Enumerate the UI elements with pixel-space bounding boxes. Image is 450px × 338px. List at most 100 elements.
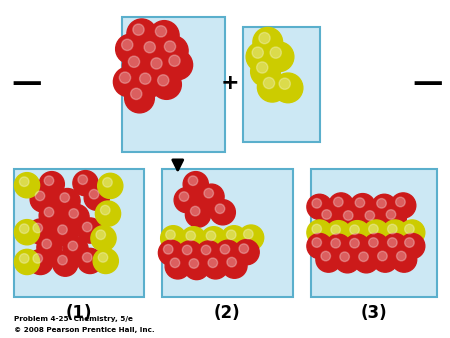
Ellipse shape (382, 220, 408, 245)
Ellipse shape (144, 42, 155, 53)
Ellipse shape (392, 247, 417, 272)
Text: (1): (1) (66, 304, 92, 322)
Ellipse shape (182, 245, 192, 255)
Ellipse shape (69, 209, 78, 218)
Ellipse shape (53, 221, 78, 246)
Ellipse shape (28, 219, 53, 244)
Ellipse shape (185, 202, 211, 227)
Ellipse shape (158, 240, 184, 265)
Ellipse shape (158, 36, 188, 66)
Ellipse shape (312, 198, 321, 208)
Ellipse shape (316, 247, 341, 272)
Ellipse shape (338, 207, 364, 232)
Ellipse shape (326, 234, 351, 259)
Ellipse shape (134, 68, 163, 98)
Ellipse shape (270, 47, 281, 58)
Ellipse shape (238, 225, 264, 250)
Ellipse shape (405, 238, 414, 247)
Ellipse shape (93, 248, 118, 273)
Ellipse shape (273, 73, 303, 103)
Ellipse shape (33, 223, 42, 233)
Ellipse shape (60, 193, 69, 202)
Ellipse shape (210, 200, 235, 225)
Ellipse shape (64, 204, 89, 230)
Ellipse shape (335, 248, 360, 273)
Ellipse shape (196, 241, 221, 266)
Ellipse shape (177, 241, 202, 266)
Bar (14, 169, 144, 297)
Ellipse shape (33, 254, 42, 263)
Ellipse shape (203, 254, 228, 279)
Ellipse shape (161, 226, 186, 251)
Ellipse shape (312, 238, 321, 247)
Ellipse shape (243, 229, 253, 239)
Ellipse shape (14, 173, 40, 198)
Ellipse shape (128, 56, 140, 67)
Ellipse shape (333, 197, 343, 207)
Ellipse shape (53, 251, 78, 276)
Ellipse shape (215, 240, 240, 265)
Ellipse shape (251, 57, 280, 87)
Ellipse shape (30, 187, 55, 212)
Ellipse shape (103, 177, 112, 187)
Ellipse shape (98, 173, 123, 198)
Ellipse shape (165, 254, 190, 279)
Ellipse shape (257, 72, 287, 102)
Ellipse shape (226, 230, 236, 240)
Ellipse shape (84, 185, 109, 210)
Ellipse shape (201, 227, 226, 252)
Ellipse shape (44, 207, 54, 217)
Ellipse shape (381, 206, 406, 231)
Ellipse shape (355, 198, 364, 208)
Ellipse shape (307, 220, 332, 245)
Ellipse shape (364, 234, 389, 259)
Ellipse shape (350, 238, 359, 248)
Ellipse shape (215, 204, 225, 214)
Ellipse shape (378, 251, 387, 261)
Text: —: — (412, 68, 443, 97)
Ellipse shape (19, 254, 29, 263)
Ellipse shape (122, 51, 152, 81)
Ellipse shape (155, 26, 166, 37)
Ellipse shape (166, 230, 175, 240)
Ellipse shape (321, 251, 330, 261)
Ellipse shape (256, 62, 268, 73)
Ellipse shape (317, 206, 342, 231)
Ellipse shape (130, 88, 142, 99)
Ellipse shape (386, 210, 396, 219)
Text: (3): (3) (360, 304, 387, 322)
Ellipse shape (326, 221, 351, 246)
Ellipse shape (364, 220, 389, 245)
Ellipse shape (181, 227, 206, 252)
Ellipse shape (400, 234, 425, 259)
Ellipse shape (234, 240, 259, 265)
Ellipse shape (77, 248, 103, 273)
Ellipse shape (312, 224, 321, 234)
Ellipse shape (35, 191, 45, 201)
Ellipse shape (89, 189, 99, 199)
Ellipse shape (387, 238, 397, 247)
Ellipse shape (227, 257, 236, 267)
Text: (2): (2) (214, 304, 241, 322)
Ellipse shape (204, 188, 213, 198)
Ellipse shape (68, 241, 77, 251)
Ellipse shape (145, 53, 175, 82)
Ellipse shape (190, 206, 200, 216)
Ellipse shape (350, 194, 375, 219)
Ellipse shape (360, 207, 385, 232)
Ellipse shape (208, 258, 217, 268)
Ellipse shape (345, 234, 370, 259)
Ellipse shape (127, 19, 157, 49)
Ellipse shape (396, 197, 405, 207)
Ellipse shape (138, 37, 168, 66)
Ellipse shape (98, 252, 108, 262)
Ellipse shape (14, 220, 40, 245)
Ellipse shape (387, 224, 397, 234)
Ellipse shape (184, 255, 209, 280)
Ellipse shape (201, 245, 211, 255)
Ellipse shape (221, 226, 247, 251)
Ellipse shape (391, 193, 416, 218)
Ellipse shape (369, 224, 378, 234)
Ellipse shape (239, 244, 248, 254)
Ellipse shape (116, 34, 145, 64)
